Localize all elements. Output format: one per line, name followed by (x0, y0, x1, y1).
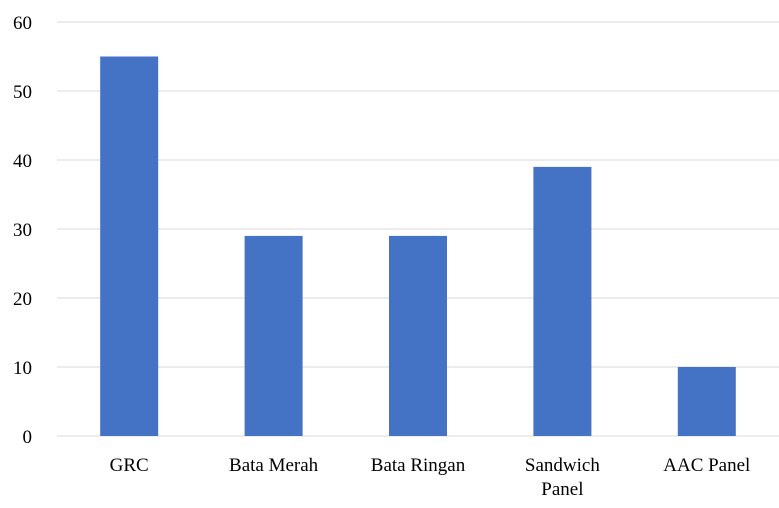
y-tick-label: 20 (13, 289, 32, 310)
x-tick-label: Panel (541, 479, 583, 500)
x-tick-label: Bata Merah (229, 455, 319, 476)
y-tick-label: 40 (13, 151, 32, 172)
y-tick-label: 50 (13, 82, 32, 103)
bar-0 (100, 56, 159, 436)
x-tick-label: Bata Ringan (371, 455, 466, 476)
y-tick-label: 0 (23, 427, 33, 448)
bar-1 (244, 235, 303, 436)
x-axis-tick-labels: GRC Bata Merah Bata Ringan Sandwich Panel AAC… (110, 455, 751, 500)
y-tick-label: 10 (13, 358, 32, 379)
x-tick-label: AAC Panel (663, 455, 750, 476)
bars (100, 56, 736, 436)
bar-4 (677, 367, 736, 436)
y-axis-tick-labels: 0 10 20 30 40 50 60 (13, 13, 32, 448)
bar-2 (389, 235, 447, 436)
bar-3 (533, 166, 592, 436)
x-tick-label: Sandwich (525, 455, 600, 476)
y-tick-label: 60 (13, 13, 32, 34)
y-tick-label: 30 (13, 220, 32, 241)
x-tick-label: GRC (110, 455, 149, 476)
